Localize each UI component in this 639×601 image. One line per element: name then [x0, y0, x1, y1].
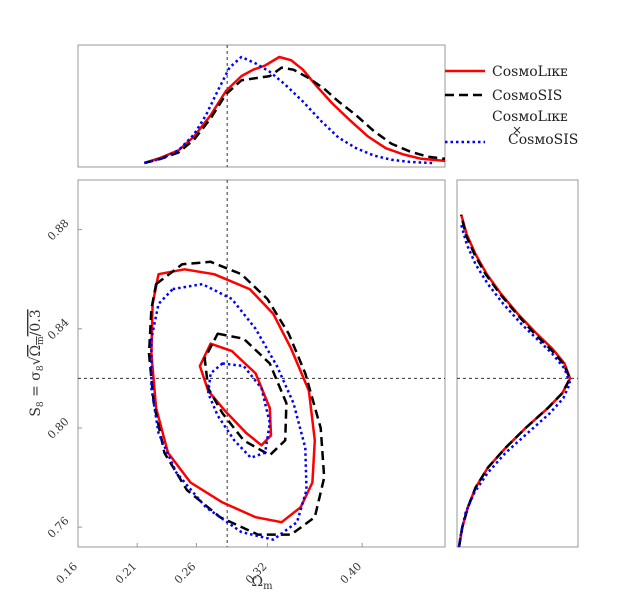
- main-2d-panel: [77, 179, 446, 548]
- marginal-x-cosmolike-cosmosis: [143, 55, 434, 165]
- legend-label-cosmosis: CᴏsᴍᴏSIS: [492, 88, 562, 104]
- marginal-y-cosmosis: [457, 214, 572, 547]
- legend: CᴏsᴍᴏLɪᴋᴇ CᴏsᴍᴏSIS CᴏsᴍᴏLɪᴋᴇ × CᴏsᴍᴏSIS: [445, 64, 578, 148]
- x-axis-label-sub: m: [263, 581, 273, 592]
- marginal-y-cosmolike-cosmosis: [457, 224, 572, 547]
- legend-label-cosmolike: CᴏsᴍᴏLɪᴋᴇ: [492, 64, 568, 80]
- contour-68-cosmolike-cosmosis: [206, 362, 272, 459]
- contour-95-cosmolike-cosmosis: [150, 282, 308, 541]
- marginal-x-cosmolike: [143, 55, 445, 165]
- contour-68-cosmolike: [198, 342, 273, 447]
- x-tick-label: 0.26: [172, 560, 199, 587]
- x-axis-label-main: Ω: [251, 574, 263, 590]
- x-tick-label: 0.21: [113, 560, 140, 587]
- right-marginal-panel: [456, 179, 579, 548]
- contour-95-cosmosis: [147, 260, 326, 536]
- contour-68-cosmosis: [203, 332, 288, 457]
- marginal-y-cosmolike: [457, 214, 572, 547]
- marginal-x-cosmosis: [143, 66, 445, 165]
- legend-label-cross-bottom: CᴏsᴍᴏSIS: [508, 132, 578, 148]
- x-tick-label: 0.16: [54, 560, 81, 587]
- top-marginal-panel: [77, 44, 446, 168]
- y-axis-label: S8 = σ8√Ωm/0.3: [28, 309, 46, 416]
- contour-95-cosmolike: [150, 268, 317, 524]
- legend-label-cross-top: CᴏsᴍᴏLɪᴋᴇ: [492, 109, 568, 125]
- y-tick-label: 0.80: [45, 415, 72, 442]
- legend-label-cross-times: ×: [512, 123, 522, 137]
- x-axis-label: Ωm: [251, 574, 273, 592]
- y-tick-label: 0.84: [45, 316, 72, 343]
- y-tick-label: 0.76: [45, 514, 72, 541]
- y-tick-label: 0.88: [45, 217, 72, 244]
- x-tick-label: 0.40: [338, 560, 365, 587]
